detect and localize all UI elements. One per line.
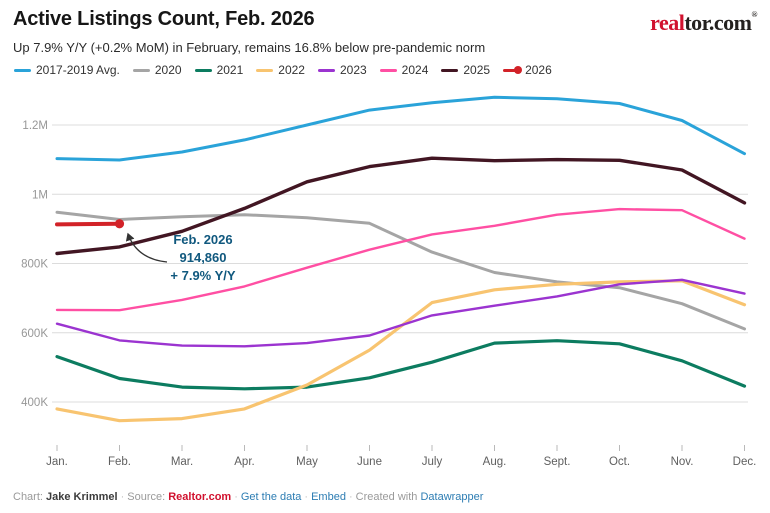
footer-source-label: Source:	[127, 491, 166, 503]
x-label-July: July	[422, 456, 443, 468]
series-line-2024	[55, 207, 746, 312]
x-label-Dec.: Dec.	[733, 456, 757, 468]
series-line-2021	[55, 339, 747, 391]
legend-label-2023: 2023	[339, 63, 367, 77]
x-axis-labels: Jan. Feb. Mar. Apr. May June July Aug. Sept. Oct.…	[46, 456, 756, 468]
legend-item-2026: 2026	[503, 63, 552, 77]
x-label-Apr.: Apr.	[234, 456, 254, 468]
legend-label-2025: 2025	[463, 63, 491, 77]
footer-separator: ·	[348, 491, 353, 503]
x-label-June: June	[357, 456, 382, 468]
legend-label-2021: 2021	[216, 63, 244, 77]
legend-item-2025: 2025	[441, 63, 490, 77]
series-line-2025	[55, 156, 747, 256]
logo-trademark: ®	[751, 10, 758, 19]
legend-label-2024: 2024	[401, 63, 429, 77]
annotation-arrow	[125, 232, 168, 263]
x-axis-ticks	[56, 445, 745, 451]
y-axis-labels: 400K 600K 800K 1M 1.2M	[21, 120, 48, 409]
legend-swatch-2022	[256, 68, 274, 72]
x-label-Mar.: Mar.	[171, 456, 193, 468]
get-the-data-link[interactable]: Get the data	[240, 491, 302, 503]
y-tick-label-600K: 600K	[21, 328, 48, 340]
legend-label-2026: 2026	[525, 63, 552, 77]
logo-text-red: real	[650, 10, 685, 35]
series-line-2020	[55, 210, 746, 331]
footer-source-link[interactable]: Realtor.com	[168, 491, 232, 503]
footer-separator: ·	[304, 491, 309, 503]
annotation-line-3: + 7.9% Y/Y	[170, 268, 236, 283]
annotation-line-2: 914,860	[179, 250, 227, 265]
legend-swatch-2024	[379, 68, 397, 72]
legend-item-2020: 2020	[132, 63, 182, 77]
y-tick-label-400K: 400K	[21, 397, 48, 409]
legend-label-2020: 2020	[154, 63, 182, 77]
datawrapper-link[interactable]: Datawrapper	[420, 491, 484, 503]
legend-swatch-2025	[441, 68, 459, 72]
legend-item-2024: 2024	[379, 63, 429, 77]
footer-chart-author: Jake Krimmel	[46, 491, 118, 503]
page-title: Active Listings Count, Feb. 2026	[13, 8, 315, 30]
legend-item-2021: 2021	[194, 63, 244, 77]
footer: Chart: Jake Krimmel · Source: Realtor.com ·…	[13, 491, 483, 503]
legend-swatch-2017-2019-Avg-	[14, 68, 31, 72]
logo-text-dark: tor.com	[684, 10, 752, 35]
legend-swatch-2020	[132, 68, 150, 72]
embed-link[interactable]: Embed	[311, 491, 346, 503]
series-line-2026	[55, 221, 122, 227]
series-line-2017-2019-Avg-	[55, 95, 746, 162]
x-label-Aug.: Aug.	[483, 456, 507, 468]
legend-swatch-2023	[317, 68, 335, 72]
series-lines	[55, 95, 747, 423]
legend-label-2017-2019-Avg-: 2017-2019 Avg.	[36, 63, 120, 77]
realtor-logo: realtor.com®	[650, 10, 757, 36]
legend-item-2022: 2022	[256, 63, 305, 77]
legend-label-2022: 2022	[278, 63, 305, 77]
footer-created-with: Created with	[355, 491, 418, 503]
annotation-line-1: Feb. 2026	[173, 232, 233, 247]
y-tick-label-1M: 1M	[32, 189, 48, 201]
legend-dot-2026	[514, 66, 523, 74]
x-label-May: May	[296, 456, 318, 468]
y-tick-label-1.2M: 1.2M	[22, 120, 48, 132]
series-line-2023	[55, 278, 746, 348]
footer-chart-label: Chart:	[13, 491, 43, 503]
footer-separator: ·	[120, 491, 125, 503]
x-label-Jan.: Jan.	[46, 456, 68, 468]
legend: 2017-2019 Avg. 2020 2021 2022 2023 2024 2025 20…	[14, 63, 552, 77]
legend-item-2023: 2023	[317, 63, 367, 77]
series-endpoint-dot-2026	[114, 219, 125, 229]
footer-separator: ·	[234, 491, 238, 503]
legend-swatch-2021	[194, 68, 212, 72]
x-label-Nov.: Nov.	[671, 456, 694, 468]
chart-subtitle: Up 7.9% Y/Y (+0.2% MoM) in February, rem…	[13, 40, 486, 55]
x-label-Oct.: Oct.	[609, 456, 630, 468]
legend-item-2017-2019-Avg-: 2017-2019 Avg.	[14, 63, 120, 77]
gridlines	[52, 124, 748, 403]
legend-swatch-2026	[503, 66, 523, 74]
annotation-callout: Feb. 2026 914,860 + 7.9% Y/Y	[142, 231, 264, 285]
y-tick-label-800K: 800K	[21, 259, 48, 271]
x-label-Feb.: Feb.	[108, 456, 131, 468]
x-label-Sept.: Sept.	[544, 456, 571, 468]
